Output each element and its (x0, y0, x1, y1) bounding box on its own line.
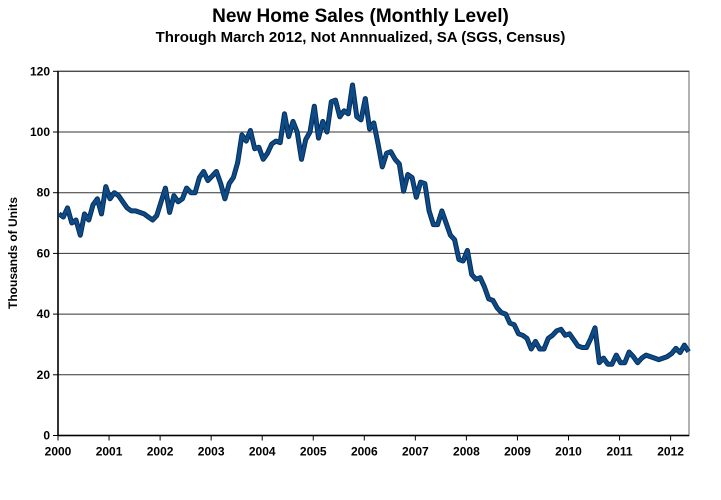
x-tick-label: 2001 (96, 445, 123, 459)
x-tick-label: 2002 (147, 445, 174, 459)
y-tick-label: 40 (37, 307, 51, 321)
x-tick-label: 2010 (555, 445, 582, 459)
chart-title: New Home Sales (Monthly Level) (212, 6, 509, 27)
chart-subtitle: Through March 2012, Not Annnualized, SA … (155, 29, 566, 46)
y-tick-label: 100 (30, 125, 50, 139)
x-tick-label: 2008 (453, 445, 480, 459)
x-tick-label: 2000 (45, 445, 72, 459)
y-tick-label: 80 (37, 186, 51, 200)
x-tick-label: 2007 (402, 445, 429, 459)
x-tick-label: 2003 (198, 445, 225, 459)
y-tick-label: 60 (37, 246, 51, 260)
y-tick-label: 0 (43, 429, 50, 443)
x-tick-label: 2011 (607, 445, 633, 459)
x-tick-label: 2004 (249, 445, 276, 459)
x-tick-label: 2006 (351, 445, 378, 459)
y-tick-label: 120 (30, 64, 50, 78)
x-tick-label: 2012 (657, 445, 684, 459)
x-tick-label: 2009 (504, 445, 531, 459)
y-axis-label: Thousands of Units (6, 197, 20, 309)
y-tick-label: 20 (37, 368, 51, 382)
series-line (58, 83, 690, 366)
x-tick-label: 2005 (300, 445, 327, 459)
